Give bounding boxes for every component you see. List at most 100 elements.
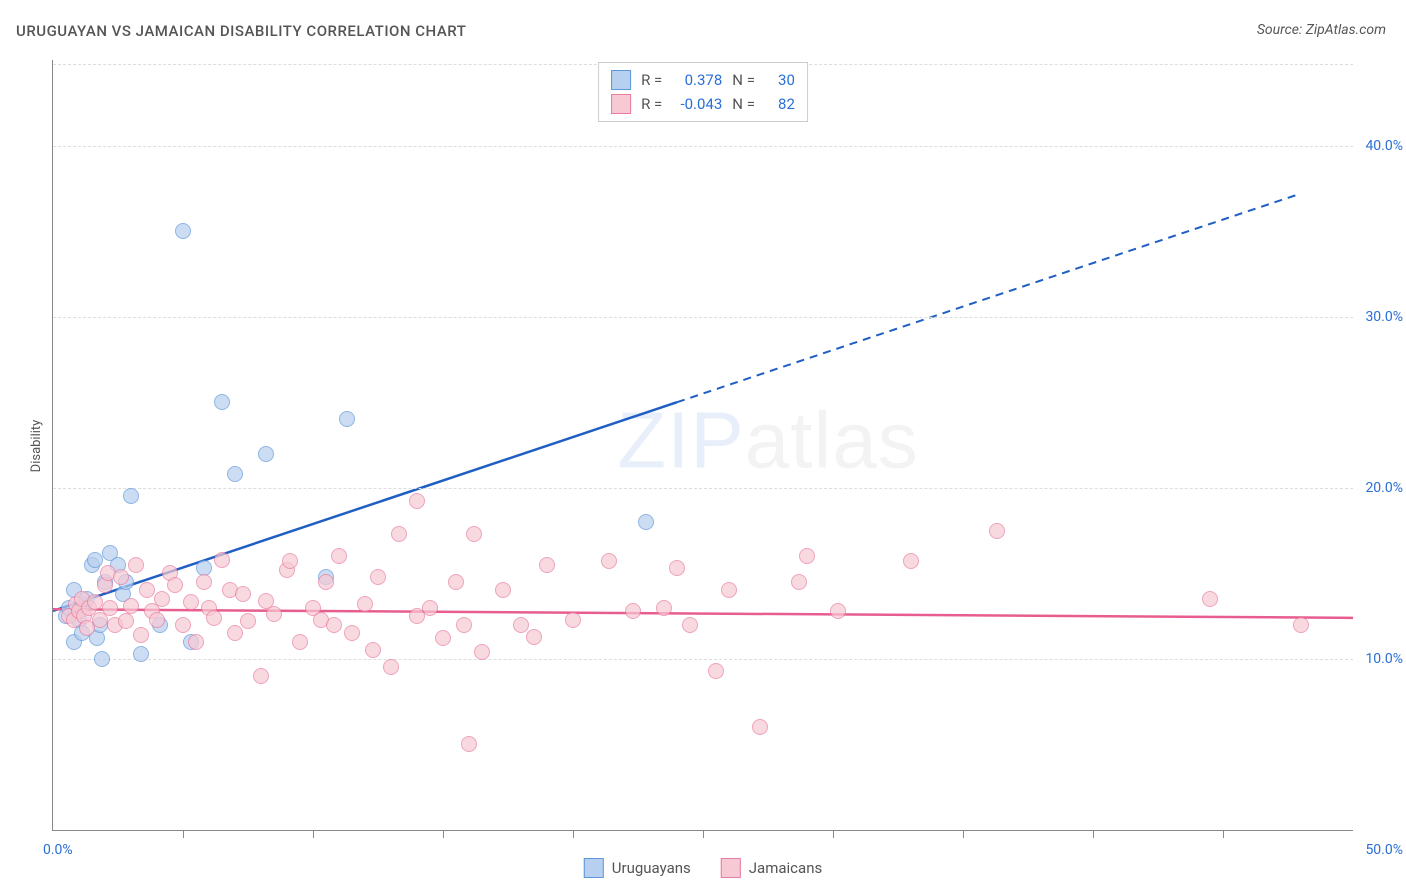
legend-item-jamaicans: Jamaicans <box>721 858 822 878</box>
data-point <box>638 514 654 530</box>
plot-area: ZIPatlas 0.0% 50.0% 10.0%20.0%30.0%40.0% <box>52 60 1353 831</box>
data-point <box>326 617 342 633</box>
gridline <box>53 659 1353 660</box>
data-point <box>102 600 118 616</box>
data-point <box>1293 617 1309 633</box>
data-point <box>175 617 191 633</box>
n-value-jamaicans: 82 <box>765 95 795 113</box>
data-point <box>118 613 134 629</box>
data-point <box>128 557 144 573</box>
x-tick <box>1223 830 1224 838</box>
data-point <box>601 553 617 569</box>
x-max-label: 50.0% <box>1365 842 1403 858</box>
y-tick-label: 10.0% <box>1365 651 1403 667</box>
data-point <box>409 493 425 509</box>
y-tick-label: 40.0% <box>1365 138 1403 154</box>
data-point <box>565 612 581 628</box>
x-tick <box>183 830 184 838</box>
data-point <box>339 411 355 427</box>
x-tick <box>963 830 964 838</box>
data-point <box>94 651 110 667</box>
y-tick-label: 20.0% <box>1365 480 1403 496</box>
data-point <box>331 548 347 564</box>
n-label: N = <box>732 71 755 89</box>
data-point <box>133 646 149 662</box>
r-label: R = <box>641 95 662 113</box>
legend-top: R = 0.378 N = 30 R = -0.043 N = 82 <box>598 62 808 122</box>
legend-row-uruguayans: R = 0.378 N = 30 <box>611 68 795 92</box>
data-point <box>456 617 472 633</box>
data-point <box>227 466 243 482</box>
data-point <box>253 668 269 684</box>
data-point <box>391 526 407 542</box>
data-point <box>214 552 230 568</box>
data-point <box>799 548 815 564</box>
legend-item-uruguayans: Uruguayans <box>584 858 691 878</box>
watermark-zip: ZIP <box>617 395 744 484</box>
gridline <box>53 488 1353 489</box>
data-point <box>752 719 768 735</box>
data-point <box>154 591 170 607</box>
legend-label-jamaicans: Jamaicans <box>749 859 822 877</box>
legend-swatch-jamaicans <box>721 858 741 878</box>
data-point <box>235 586 251 602</box>
gridline <box>53 317 1353 318</box>
data-point <box>513 617 529 633</box>
swatch-jamaicans <box>611 94 631 114</box>
r-label: R = <box>641 71 662 89</box>
data-point <box>123 488 139 504</box>
n-label: N = <box>732 95 755 113</box>
data-point <box>139 582 155 598</box>
x-tick <box>703 830 704 838</box>
data-point <box>830 603 846 619</box>
data-point <box>625 603 641 619</box>
r-value-jamaicans: -0.043 <box>672 95 722 113</box>
x-tick <box>313 830 314 838</box>
data-point <box>791 574 807 590</box>
data-point <box>495 582 511 598</box>
data-point <box>526 629 542 645</box>
source-label: Source: ZipAtlas.com <box>1257 22 1386 38</box>
x-tick <box>443 830 444 838</box>
data-point <box>989 523 1005 539</box>
data-point <box>183 594 199 610</box>
data-point <box>474 644 490 660</box>
legend-label-uruguayans: Uruguayans <box>612 859 691 877</box>
legend-swatch-uruguayans <box>584 858 604 878</box>
watermark: ZIPatlas <box>617 394 918 486</box>
gridline <box>53 146 1353 147</box>
trend-lines <box>53 60 1353 830</box>
watermark-atlas: atlas <box>745 395 919 484</box>
data-point <box>149 612 165 628</box>
data-point <box>539 557 555 573</box>
swatch-uruguayans <box>611 70 631 90</box>
data-point <box>708 663 724 679</box>
data-point <box>383 659 399 675</box>
data-point <box>206 610 222 626</box>
data-point <box>370 569 386 585</box>
legend-bottom: Uruguayans Jamaicans <box>584 858 822 878</box>
y-tick-label: 30.0% <box>1365 309 1403 325</box>
data-point <box>461 736 477 752</box>
data-point <box>344 625 360 641</box>
data-point <box>365 642 381 658</box>
data-point <box>133 627 149 643</box>
x-tick <box>573 830 574 838</box>
data-point <box>227 625 243 641</box>
data-point <box>721 582 737 598</box>
chart-container: URUGUAYAN VS JAMAICAN DISABILITY CORRELA… <box>0 0 1406 892</box>
chart-title: URUGUAYAN VS JAMAICAN DISABILITY CORRELA… <box>16 22 466 40</box>
data-point <box>435 630 451 646</box>
data-point <box>903 553 919 569</box>
n-value-uruguayans: 30 <box>765 71 795 89</box>
data-point <box>656 600 672 616</box>
data-point <box>266 606 282 622</box>
data-point <box>87 552 103 568</box>
x-origin-label: 0.0% <box>43 842 73 858</box>
data-point <box>175 223 191 239</box>
legend-row-jamaicans: R = -0.043 N = 82 <box>611 92 795 116</box>
data-point <box>282 553 298 569</box>
data-point <box>87 594 103 610</box>
data-point <box>357 596 373 612</box>
y-axis-label: Disability <box>29 420 44 473</box>
